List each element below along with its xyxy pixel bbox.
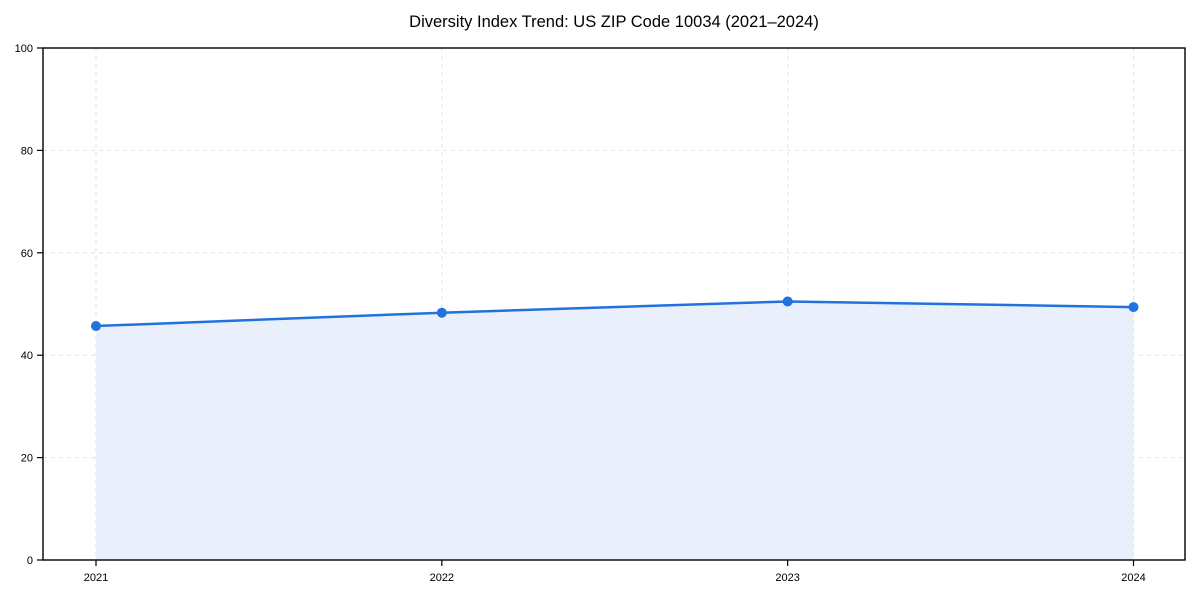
y-tick-label: 80: [21, 145, 33, 157]
area-fill: [96, 301, 1134, 560]
x-tick-label: 2021: [84, 572, 108, 584]
y-tick-label: 40: [21, 350, 33, 362]
data-point-2022: [436, 307, 447, 318]
y-tick-label: 60: [21, 248, 33, 260]
data-point-2021: [91, 321, 101, 332]
data-point-2023: [782, 296, 793, 307]
plot-border: [42, 47, 1186, 561]
data-point-2024: [1128, 302, 1139, 313]
y-tick-label: 100: [15, 43, 33, 55]
x-tick-label: 2024: [1121, 572, 1145, 584]
y-tick-label: 20: [21, 453, 33, 465]
y-tick-label: 0: [27, 555, 33, 567]
x-tick-label: 2022: [430, 572, 454, 584]
trend-line: [94, 300, 1135, 328]
x-tick-label: 2023: [775, 572, 799, 584]
chart-title: Diversity Index Trend: US ZIP Code 10034…: [409, 13, 819, 31]
